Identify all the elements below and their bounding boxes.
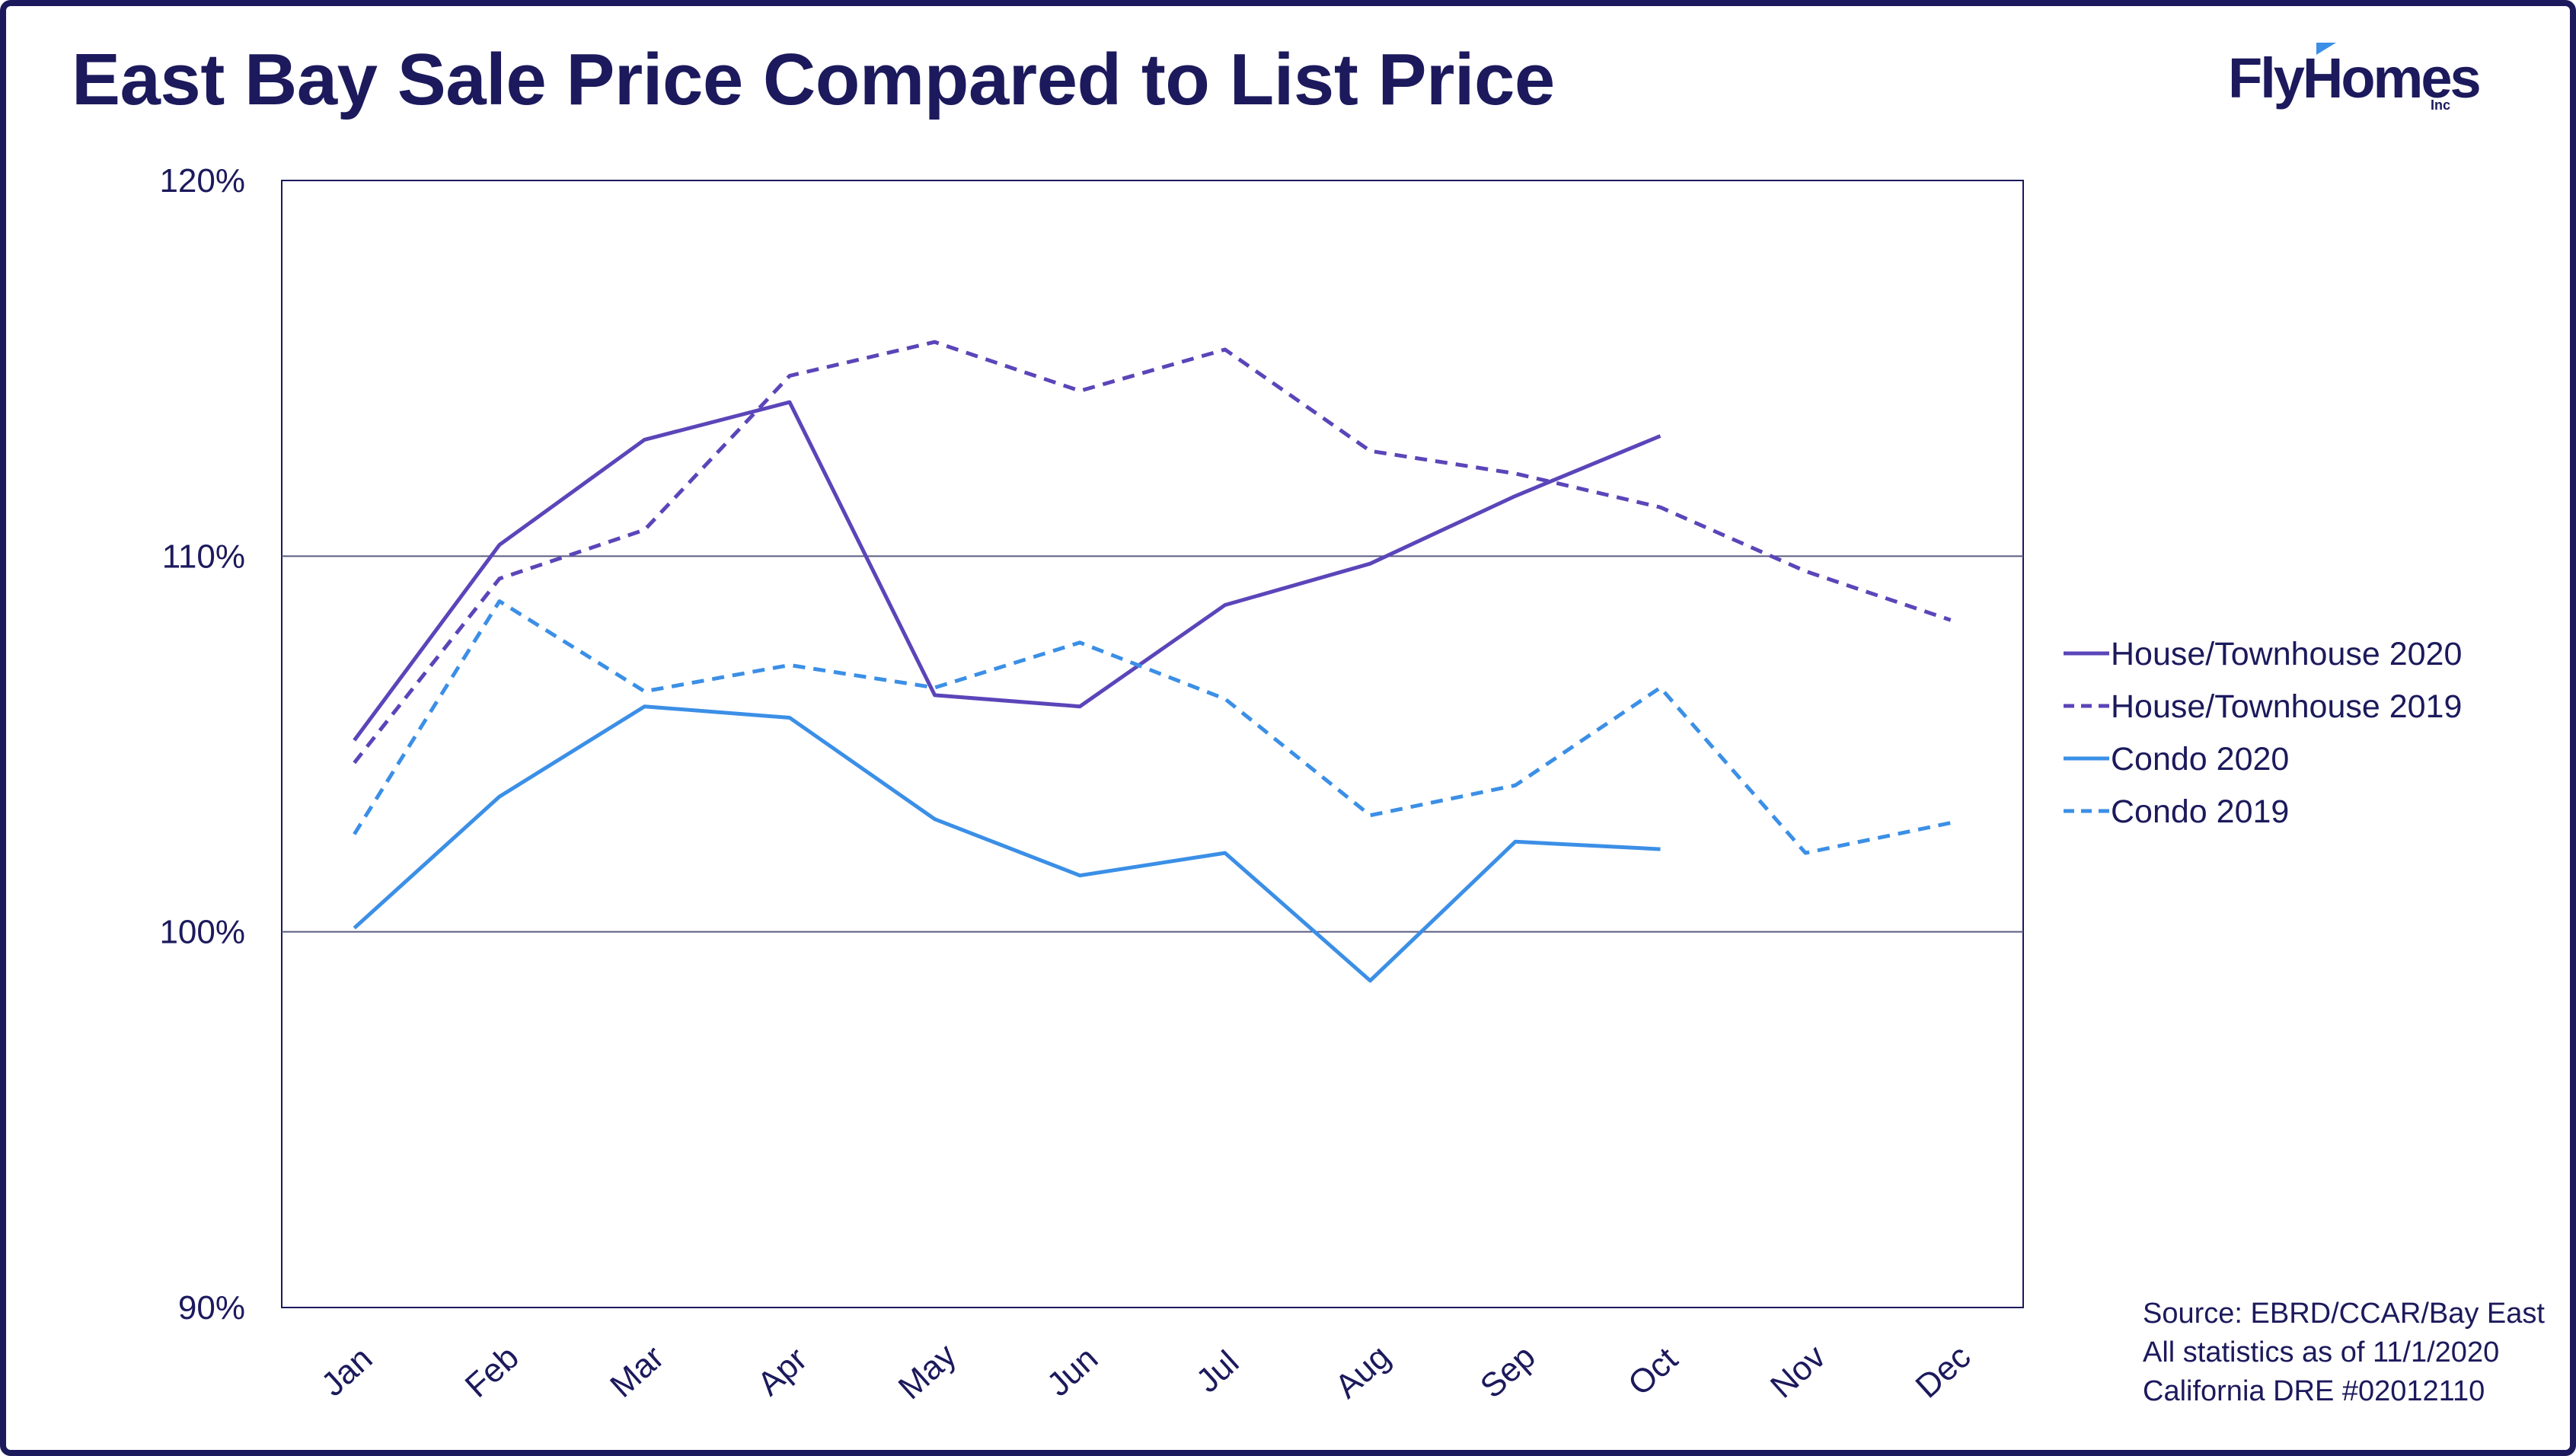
logo-flag-icon (2316, 43, 2336, 55)
series-line-house-townhouse-2020 (353, 400, 1661, 742)
logo-suffix: Inc (2431, 97, 2451, 113)
chart-title: East Bay Sale Price Compared to List Pri… (72, 39, 1555, 120)
plot-area-border (281, 180, 2024, 1308)
x-tick-label: Aug (1328, 1338, 1397, 1406)
y-tick-label: 90% (178, 1289, 245, 1327)
legend-label: House/Townhouse 2019 (2111, 688, 2462, 725)
y-tick-label: 110% (162, 538, 245, 575)
legend-label: House/Townhouse 2020 (2111, 636, 2462, 672)
series-line-condo-2020 (353, 704, 1661, 983)
x-tick-label: May (892, 1336, 964, 1407)
y-tick-label: 100% (159, 914, 245, 951)
y-tick-label: 120% (159, 162, 245, 200)
flyhomes-logo: FlyHomes Inc (2228, 43, 2482, 122)
series-line-house-townhouse-2019 (353, 340, 1952, 765)
legend-label: Condo 2020 (2111, 741, 2289, 777)
x-tick-label: Mar (603, 1339, 671, 1405)
x-tick-label: Jul (1189, 1343, 1247, 1400)
x-tick-label: Dec (1909, 1338, 1978, 1406)
logo-text: FlyHomes (2228, 46, 2482, 110)
source-line: Source: EBRD/CCAR/Bay East (2143, 1298, 2545, 1330)
x-tick-label: Apr (750, 1340, 814, 1403)
legend-label: Condo 2019 (2111, 793, 2289, 830)
x-tick-label: Feb (458, 1339, 526, 1405)
source-note: Source: EBRD/CCAR/Bay East All statistic… (2143, 1295, 2545, 1411)
x-tick-label: Nov (1764, 1338, 1833, 1406)
x-tick-label: Sep (1473, 1338, 1543, 1406)
x-tick-label: Oct (1621, 1340, 1685, 1403)
x-tick-label: Jun (1040, 1339, 1106, 1403)
dre-license-line: California DRE #02012110 (2143, 1375, 2485, 1407)
series-line-condo-2019 (353, 599, 1952, 855)
statistics-date-line: All statistics as of 11/1/2020 (2143, 1336, 2500, 1368)
x-tick-label: Jan (314, 1339, 380, 1403)
